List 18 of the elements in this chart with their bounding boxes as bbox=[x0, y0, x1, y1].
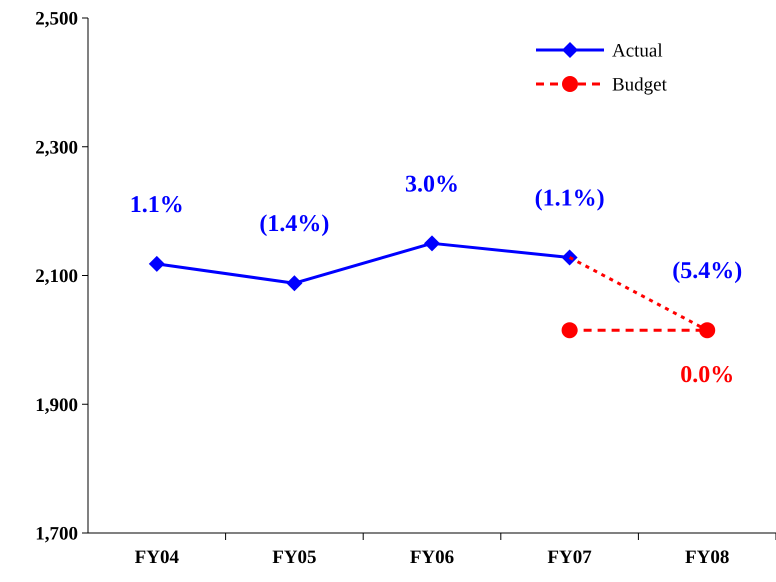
annotation: 3.0% bbox=[405, 171, 459, 198]
y-tick-label: 2,100 bbox=[35, 266, 78, 288]
y-tick-label: 1,700 bbox=[35, 524, 78, 545]
annotation: (1.1%) bbox=[534, 185, 605, 212]
annotation: 1.1% bbox=[130, 192, 184, 218]
y-tick-label: 1,900 bbox=[35, 394, 78, 416]
x-tick-label: FY04 bbox=[134, 547, 180, 568]
x-tick-label: FY05 bbox=[272, 547, 317, 568]
y-tick-label: 2,300 bbox=[35, 137, 78, 158]
y-tick-label: 2,500 bbox=[35, 8, 78, 30]
annotation: (5.4%) bbox=[672, 258, 742, 284]
legend-label: Budget bbox=[612, 74, 668, 96]
legend-label: Actual bbox=[612, 40, 663, 62]
annotation: 0.0% bbox=[680, 362, 734, 388]
x-tick-label: FY06 bbox=[410, 547, 454, 568]
x-tick-label: FY08 bbox=[685, 547, 730, 568]
x-tick-label: FY07 bbox=[547, 547, 592, 568]
annotation: (1.4%) bbox=[259, 211, 330, 238]
